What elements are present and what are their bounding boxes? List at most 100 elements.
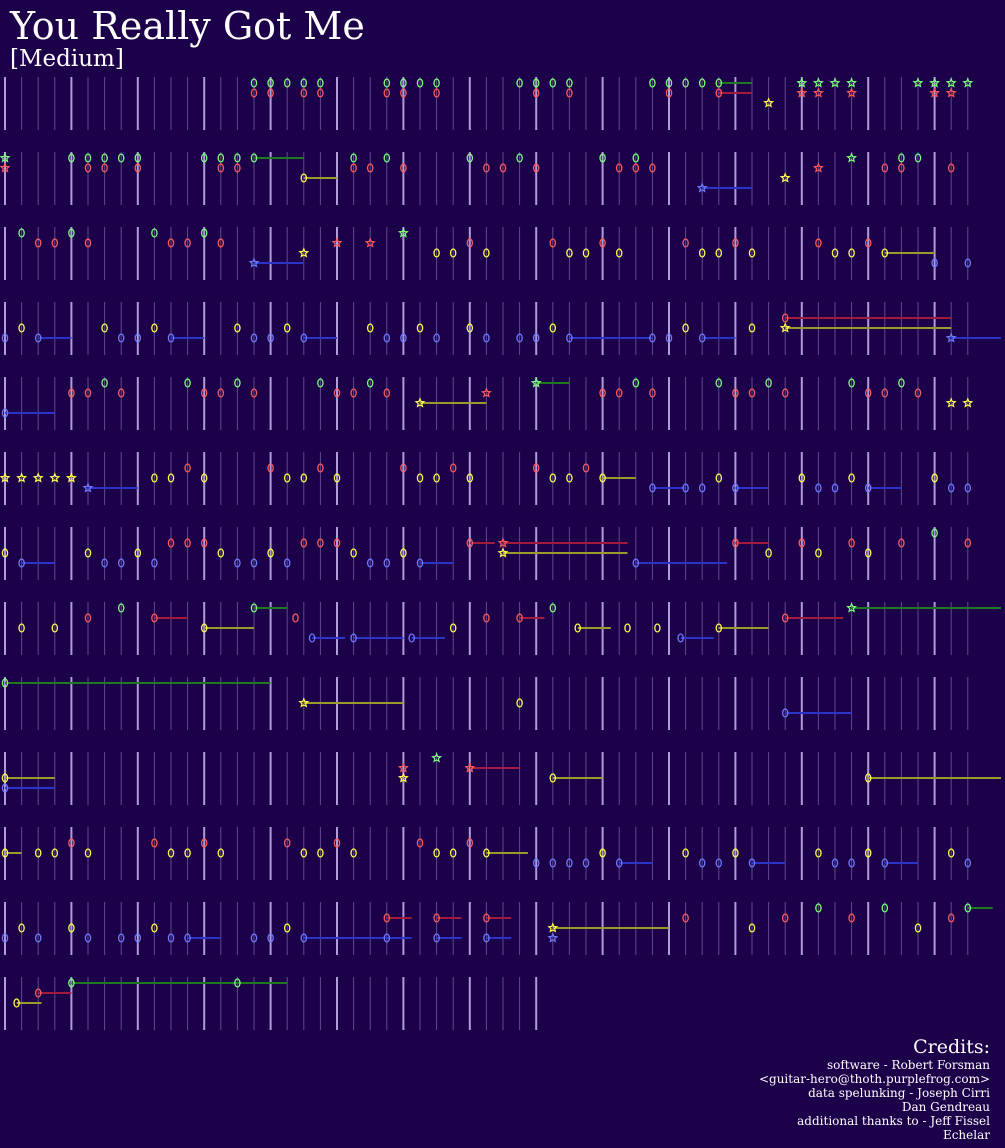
- star-note: [82, 482, 94, 493]
- star-note: [846, 77, 858, 88]
- note: [184, 378, 191, 388]
- note: [366, 323, 374, 333]
- note: [400, 163, 407, 173]
- star-note: [0, 472, 11, 483]
- note: [416, 78, 424, 88]
- note: [682, 848, 689, 858]
- note: [333, 388, 341, 398]
- note: [433, 248, 440, 258]
- note: [117, 388, 125, 398]
- note: [200, 228, 208, 238]
- note: [18, 558, 25, 568]
- note: [698, 333, 706, 343]
- note: [964, 258, 972, 268]
- star-note: [779, 172, 791, 183]
- note: [599, 388, 606, 398]
- note: [615, 858, 623, 868]
- note: [300, 173, 308, 183]
- note: [84, 848, 92, 858]
- note: [947, 483, 955, 493]
- note: [615, 163, 623, 173]
- note: [483, 333, 490, 343]
- note: [632, 558, 640, 568]
- note: [864, 773, 872, 783]
- star-note: [497, 537, 509, 548]
- note: [250, 388, 258, 398]
- note: [815, 903, 822, 913]
- note: [84, 153, 92, 163]
- note: [400, 78, 407, 88]
- note: [582, 248, 590, 258]
- note: [433, 78, 440, 88]
- note: [267, 548, 274, 558]
- note: [167, 538, 175, 548]
- credit-line: <guitar-hero@thoth.purplefrog.com>: [758, 1072, 990, 1086]
- note: [582, 858, 590, 868]
- note: [13, 998, 20, 1008]
- note: [732, 388, 739, 398]
- note: [848, 858, 855, 868]
- note: [898, 163, 905, 173]
- note: [433, 333, 440, 343]
- credit-line: Dan Gendreau: [901, 1100, 990, 1114]
- note: [383, 153, 391, 163]
- star-note: [812, 87, 824, 98]
- note: [715, 378, 723, 388]
- note: [267, 933, 274, 943]
- note: [848, 913, 855, 923]
- star-note: [812, 162, 824, 173]
- note: [433, 473, 440, 483]
- note: [300, 473, 308, 483]
- note: [250, 558, 258, 568]
- note: [383, 88, 391, 98]
- note: [549, 78, 557, 88]
- note: [549, 323, 557, 333]
- note: [134, 933, 142, 943]
- note: [400, 88, 407, 98]
- star-note: [945, 332, 957, 343]
- note: [134, 333, 142, 343]
- note: [200, 538, 208, 548]
- note: [101, 163, 108, 173]
- note: [848, 378, 855, 388]
- star-note: [796, 77, 808, 88]
- note: [416, 838, 424, 848]
- note: [698, 248, 706, 258]
- star-note: [929, 77, 941, 88]
- note: [848, 473, 855, 483]
- note: [624, 623, 631, 633]
- star-note: [945, 87, 957, 98]
- note: [632, 378, 640, 388]
- note: [449, 463, 457, 473]
- note: [549, 858, 557, 868]
- note: [234, 153, 241, 163]
- note: [317, 78, 324, 88]
- note: [68, 838, 75, 848]
- note: [68, 923, 75, 933]
- note: [848, 248, 855, 258]
- note: [333, 538, 341, 548]
- star-note: [414, 397, 426, 408]
- star-note: [779, 322, 791, 333]
- credit-line: additional thanks to - Jeff Fissel: [797, 1114, 990, 1128]
- star-note: [0, 152, 11, 163]
- note: [931, 528, 938, 538]
- note: [748, 323, 756, 333]
- note: [383, 913, 391, 923]
- note: [654, 623, 661, 633]
- note: [283, 923, 291, 933]
- star-note: [763, 97, 775, 108]
- note: [416, 473, 424, 483]
- star-note: [929, 87, 941, 98]
- note: [366, 558, 374, 568]
- note: [200, 388, 208, 398]
- star-note: [829, 77, 841, 88]
- note: [682, 323, 689, 333]
- note: [366, 163, 374, 173]
- note: [18, 323, 25, 333]
- note: [200, 473, 208, 483]
- note: [682, 913, 689, 923]
- note: [599, 153, 606, 163]
- note: [632, 163, 640, 173]
- note: [1, 678, 9, 688]
